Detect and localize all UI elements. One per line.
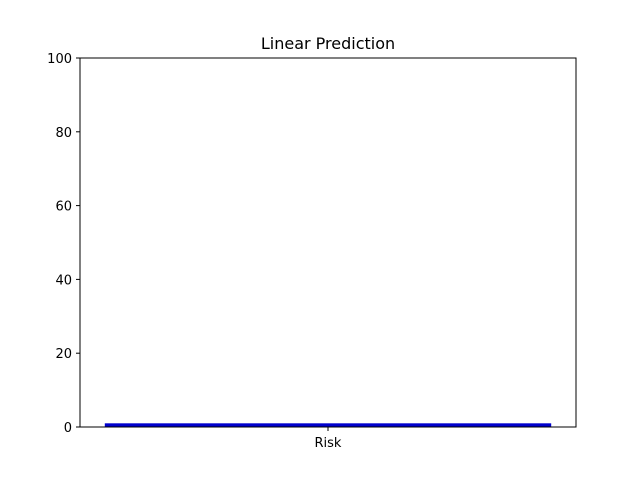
y-tick-label: 80 xyxy=(55,126,72,141)
y-tick-label: 100 xyxy=(47,52,72,67)
x-tick-label: Risk xyxy=(315,436,342,451)
y-axis: 0 20 40 60 80 100 xyxy=(47,52,80,436)
bar-risk xyxy=(104,423,552,427)
chart-title: Linear Prediction xyxy=(261,34,395,53)
plot-area xyxy=(80,58,576,427)
x-axis: Risk xyxy=(315,427,342,451)
y-tick-label: 20 xyxy=(55,347,72,362)
y-tick-label: 40 xyxy=(55,273,72,288)
y-tick-label: 60 xyxy=(55,200,72,215)
plot-frame xyxy=(79,57,577,428)
bars xyxy=(104,423,552,427)
y-tick-label: 0 xyxy=(64,421,72,436)
